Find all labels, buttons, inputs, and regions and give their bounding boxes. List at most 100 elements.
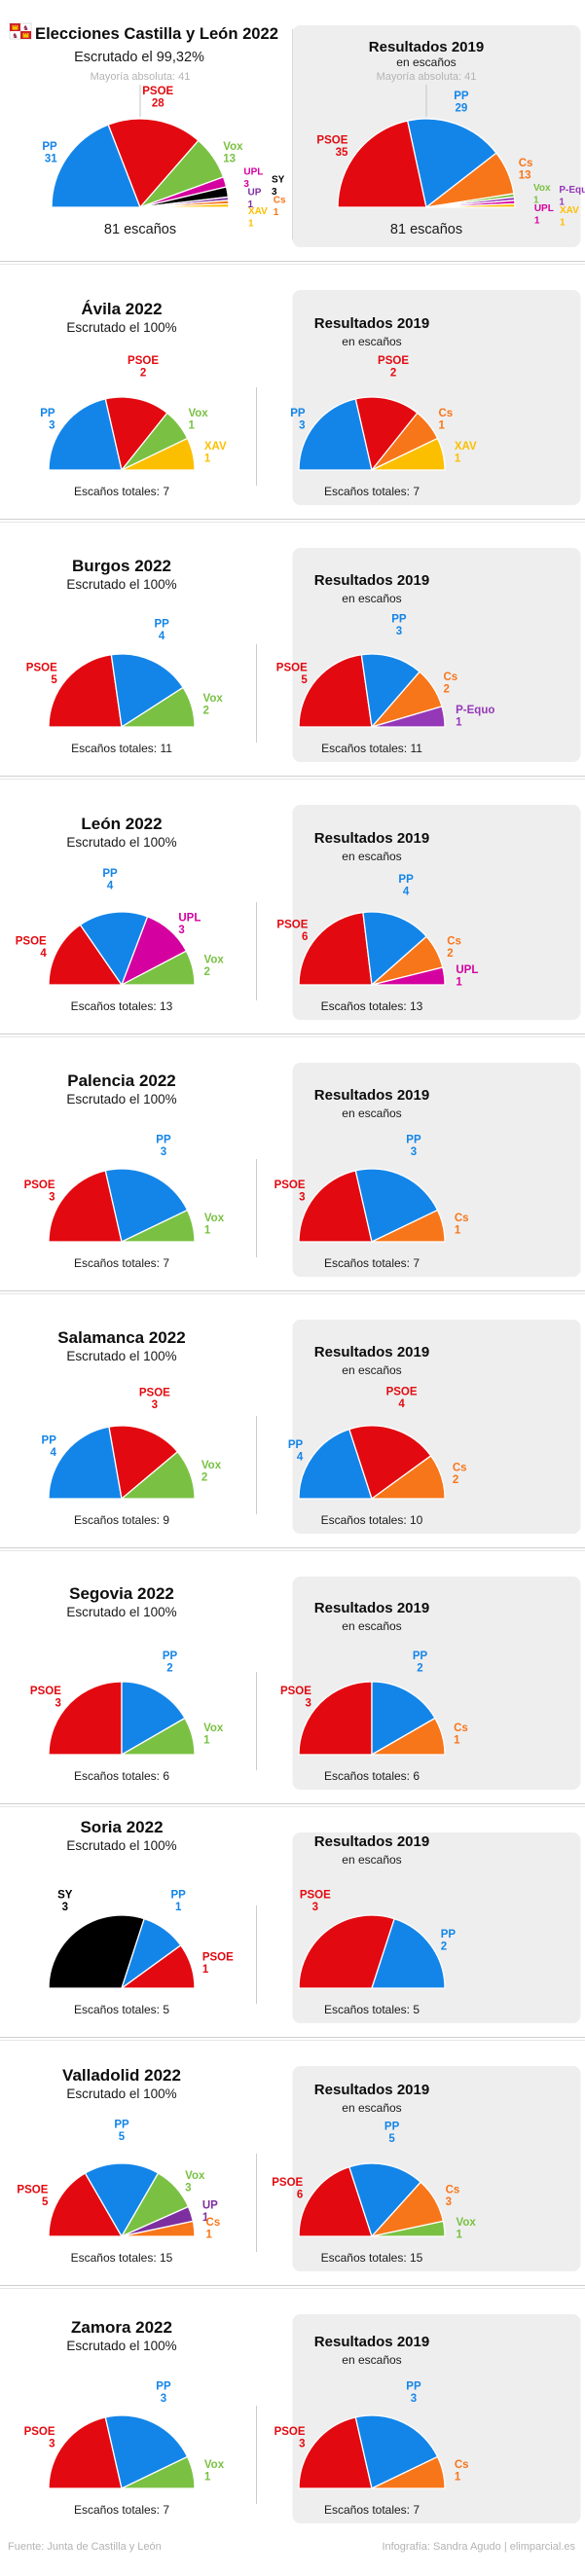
province-subtitle: Escrutado el 100% (66, 1605, 176, 1619)
label-seats-UPL: 3 (178, 925, 184, 936)
label-seats-UPL: 1 (456, 976, 462, 988)
section-divider (0, 2285, 585, 2289)
panel-2022-soria: Soria 2022 Escrutado el 100% SY 3 PP 1 PSOE 1 Es… (0, 1803, 292, 2037)
slice-PP (371, 1918, 446, 1989)
label-seats-PSOE: 3 (152, 1399, 158, 1411)
slice-Cs (371, 1455, 446, 1500)
results-title: Resultados 2019 (369, 39, 484, 55)
label-seats-Vox: 1 (203, 1735, 210, 1747)
panel-2019-avila: Resultados 2019 en escaños PP 3 PSOE 2 Cs 1 XAV 1… (290, 261, 585, 519)
panel-2019-valladolid: Resultados 2019 en escaños PSOE 6 PP 5 Cs 3 Vox 1… (272, 2037, 585, 2285)
results-subtitle: en escaños (342, 1363, 401, 1377)
province-subtitle: Escrutado el 100% (66, 320, 176, 335)
total-seats-label: Escaños totales: 11 (321, 742, 422, 755)
slice-XAV (121, 437, 196, 471)
label-seats-Vox: 2 (203, 706, 209, 717)
slice-Cs (371, 1209, 446, 1243)
label-seats-UPL: 3 (243, 179, 249, 190)
label-party-PSOE: PSOE (24, 2426, 55, 2438)
total-seats-label: Escaños totales: 9 (74, 1513, 169, 1527)
section-divider (0, 1290, 585, 1294)
label-party-Cs: Cs (455, 1213, 469, 1224)
results-title: Resultados 2019 (314, 1833, 429, 1850)
label-seats-PP: 2 (417, 1662, 422, 1674)
panel-2022-salamanca: Salamanca 2022 Escrutado el 100% PP 4 PSOE 3 V… (0, 1290, 292, 1547)
label-party-PSOE: PSOE (276, 662, 308, 673)
label-seats-PP: 4 (403, 886, 410, 897)
label-seats-PP: 1 (175, 1902, 182, 1913)
slice-SY (48, 1914, 145, 1989)
province-title: Palencia 2022 (67, 1071, 176, 1090)
slice-PP (348, 2162, 421, 2237)
slice-PP (407, 118, 497, 208)
label-party-PP: PP (154, 618, 169, 630)
section-divider (0, 2037, 585, 2041)
label-seats-Vox: 3 (185, 2183, 191, 2195)
results-title: Resultados 2019 (314, 1600, 429, 1616)
majority-note: Mayoría absoluta: 41 (377, 71, 477, 83)
panel-2019-salamanca: Resultados 2019 en escaños PP 4 PSOE 4 Cs 2 Esca… (288, 1290, 585, 1547)
slice-PP (121, 1681, 186, 1756)
label-seats-PSOE: 3 (312, 1902, 318, 1913)
label-party-PP: PP (413, 1651, 428, 1662)
label-seats-PSOE: 2 (140, 367, 146, 379)
total-seats-label: Escaños totales: 7 (324, 1256, 420, 1270)
castle-icon (24, 32, 27, 35)
label-party-UP: UP (247, 188, 261, 199)
panel-2022-zamora: Zamora 2022 Escrutado el 100% PSOE 3 PP 3 Vox 1… (0, 2285, 292, 2537)
results-subtitle: en escaños (342, 1107, 401, 1120)
slice-PP (371, 1681, 436, 1756)
label-seats-XAV: 1 (455, 454, 461, 465)
results-title: Resultados 2019 (314, 830, 429, 847)
label-party-PSOE: PSOE (139, 1387, 170, 1398)
label-seats-PP: 2 (441, 1941, 447, 1953)
slice-PP (48, 1426, 123, 1500)
slice-XAV (425, 202, 516, 208)
label-party-PSOE: PSOE (276, 920, 308, 931)
label-seats-PP: 31 (45, 153, 57, 164)
label-seats-UP: 1 (247, 200, 253, 210)
label-seats-Vox: 1 (204, 2472, 211, 2484)
label-party-PP: PP (40, 408, 55, 419)
label-party-Cs: Cs (206, 2217, 221, 2229)
label-party-XAV: XAV (455, 441, 477, 453)
label-party-Cs: Cs (446, 2185, 460, 2196)
label-party-PP: PP (156, 1134, 171, 1145)
label-party-Cs: Cs (447, 935, 461, 947)
total-seats-label: 81 escaños (390, 222, 462, 237)
castle-icon (12, 24, 14, 27)
label-party-Vox: Vox (204, 1213, 225, 1224)
total-seats-label: Escaños totales: 10 (321, 1513, 423, 1527)
label-party-PSOE: PSOE (202, 1952, 234, 1964)
province-subtitle: Escrutado el 100% (66, 2086, 176, 2101)
slice-PP (51, 124, 141, 208)
panel-2022-castilla-y-leon: ♞ ♞ Elecciones Castilla y León 2022 Escruta… (0, 0, 292, 261)
label-party-PSOE: PSOE (316, 135, 347, 147)
province-title: Valladolid 2022 (62, 2066, 181, 2085)
total-seats-label: Escaños totales: 11 (71, 742, 172, 755)
panel-2019-soria: Resultados 2019 en escaños PSOE 3 PP 2 Escaños… (292, 1803, 585, 2037)
label-seats-PSOE: 5 (42, 2196, 49, 2208)
label-seats-PSOE: 5 (51, 674, 57, 686)
results-subtitle: en escaños (342, 592, 401, 605)
label-seats-PSOE: 4 (398, 1398, 405, 1410)
label-party-Vox: Vox (533, 183, 551, 194)
label-seats-P-Equo: 1 (456, 716, 462, 728)
label-seats-PP: 4 (159, 631, 165, 642)
slice-PP (84, 2162, 160, 2237)
label-party-Vox: Vox (457, 2217, 477, 2229)
